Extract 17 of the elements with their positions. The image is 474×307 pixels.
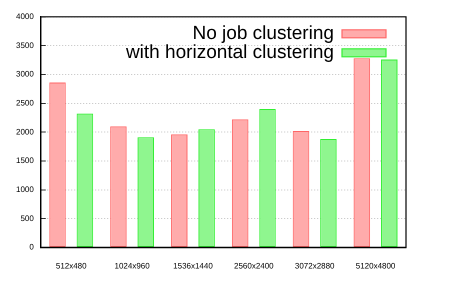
legend-label: No job clustering — [192, 23, 334, 44]
y-tick-label: 0 — [29, 242, 34, 252]
y-tick-label: 2500 — [16, 98, 34, 108]
y-tick-label: 1000 — [16, 184, 34, 194]
x-tick-label: 3072x2880 — [294, 261, 336, 270]
y-tick-label: 500 — [20, 214, 34, 223]
x-tick-label: 512x480 — [56, 261, 88, 270]
y-tick-label: 1500 — [16, 156, 34, 166]
legend-label: with horizontal clustering — [124, 42, 334, 64]
x-tick-label: 5120x4800 — [356, 261, 396, 270]
y-tick-label: 3500 — [16, 40, 34, 50]
x-tick-label: 2560x2400 — [234, 261, 274, 270]
y-tick-label: 3000 — [16, 70, 34, 79]
x-tick-label: 1536x1440 — [173, 261, 214, 270]
x-tick-label: 1024x960 — [114, 261, 150, 270]
y-tick-label: 4000 — [16, 12, 34, 22]
y-tick-label: 2000 — [16, 127, 34, 136]
